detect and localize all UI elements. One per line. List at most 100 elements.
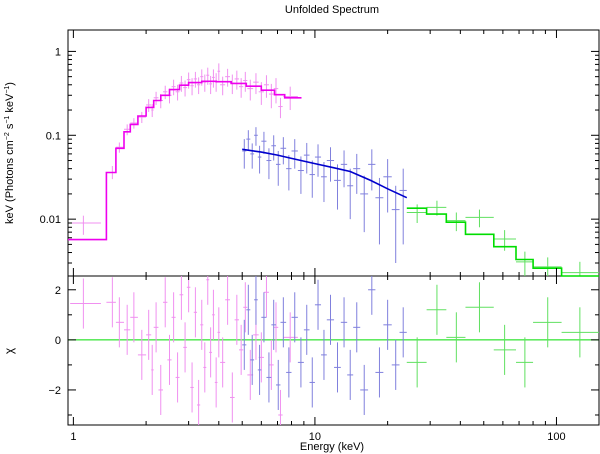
residual-point: [171, 292, 176, 343]
data-point: [257, 145, 262, 174]
residual-point: [399, 307, 407, 358]
residual-point: [212, 289, 215, 340]
data-point: [561, 261, 599, 276]
residual-point: [347, 349, 354, 400]
data-point: [225, 68, 230, 87]
data-point: [253, 73, 259, 95]
y-label-main: keV (Photons cm: [4, 140, 16, 224]
residual-point: [426, 284, 447, 335]
data-point: [247, 79, 254, 101]
residual-point: [217, 307, 221, 358]
data-point: [303, 142, 310, 174]
data-point: [275, 150, 281, 186]
residual-point: [209, 327, 213, 378]
residual-y-tick-label: 0: [55, 335, 61, 347]
y-label-mid2: keV: [4, 93, 16, 116]
residual-point: [375, 347, 384, 398]
data-point: [340, 150, 348, 188]
y-label-sup2: −1: [4, 116, 11, 124]
data-point: [533, 257, 562, 276]
y-label-end: ): [4, 82, 16, 86]
data-point: [399, 168, 407, 245]
data-point: [220, 76, 226, 96]
model-curve: [406, 207, 599, 277]
data-point: [193, 71, 198, 88]
residual-point: [197, 379, 201, 425]
data-point: [123, 124, 131, 136]
residual-point: [266, 352, 272, 403]
data-point: [391, 185, 400, 264]
residual-y-tick-label: 2: [55, 285, 61, 297]
data-point: [516, 251, 534, 276]
data-point: [229, 74, 235, 95]
residual-point: [391, 339, 400, 390]
residual-point: [383, 299, 392, 350]
residual-point: [242, 319, 247, 370]
data-point: [171, 79, 176, 96]
residual-point: [280, 297, 287, 348]
data-point: [250, 143, 255, 169]
data-point: [217, 63, 221, 81]
residual-point: [309, 357, 315, 408]
data-point: [163, 85, 168, 100]
data-point: [212, 69, 215, 88]
residual-point: [175, 352, 180, 403]
data-point: [273, 78, 279, 104]
data-point: [243, 71, 248, 92]
residual-point: [273, 302, 279, 353]
residual-point: [151, 344, 154, 395]
residual-point: [70, 278, 101, 329]
data-point: [209, 75, 213, 95]
residual-point: [465, 282, 494, 333]
residual-point: [286, 347, 292, 398]
residual-point: [225, 276, 230, 325]
residual-point: [246, 284, 251, 335]
residual-point: [340, 297, 348, 348]
data-point: [347, 168, 354, 220]
residual-point: [200, 299, 204, 350]
residual-point: [353, 302, 361, 353]
residual-point: [268, 339, 274, 390]
data-point: [239, 78, 244, 98]
data-point: [130, 118, 138, 129]
data-point: [197, 77, 201, 95]
data-point: [203, 74, 207, 92]
data-point: [368, 149, 376, 191]
y-label-sup3: −1: [4, 86, 11, 94]
data-point: [271, 135, 276, 161]
data-point: [153, 91, 159, 105]
residual-point: [368, 276, 376, 315]
x-axis-label: Energy (keV): [300, 441, 364, 453]
data-point: [465, 209, 494, 228]
residual-point: [297, 337, 304, 388]
residual-point: [321, 329, 327, 380]
y-label-mid: s: [4, 123, 16, 132]
axes-content: 1 10 100 0.01 0.1 1 −2 0 2: [40, 30, 599, 443]
y-tick-label: 0.1: [46, 130, 61, 142]
residual-point: [406, 337, 427, 388]
data-point: [309, 160, 315, 198]
residual-point: [163, 277, 168, 328]
residual-point: [493, 324, 517, 375]
residual-point: [229, 372, 235, 423]
data-point: [190, 78, 194, 96]
residual-point: [334, 342, 341, 393]
residual-point: [326, 294, 335, 345]
data-point: [278, 97, 283, 119]
x-tick-label: 10: [309, 431, 321, 443]
residual-point: [257, 344, 262, 395]
data-point: [383, 159, 392, 213]
residual-point: [123, 304, 131, 355]
data-point: [70, 215, 101, 235]
residual-point: [263, 276, 269, 318]
x-tick-label: 100: [547, 431, 565, 443]
residual-point: [137, 329, 147, 380]
data-point: [334, 164, 341, 210]
data-point: [280, 137, 287, 165]
residual-point: [130, 292, 138, 343]
residual-point: [167, 334, 172, 385]
residual-point: [220, 337, 226, 388]
residual-point: [278, 389, 283, 425]
model-curve: [68, 80, 302, 241]
residual-point: [516, 337, 534, 388]
